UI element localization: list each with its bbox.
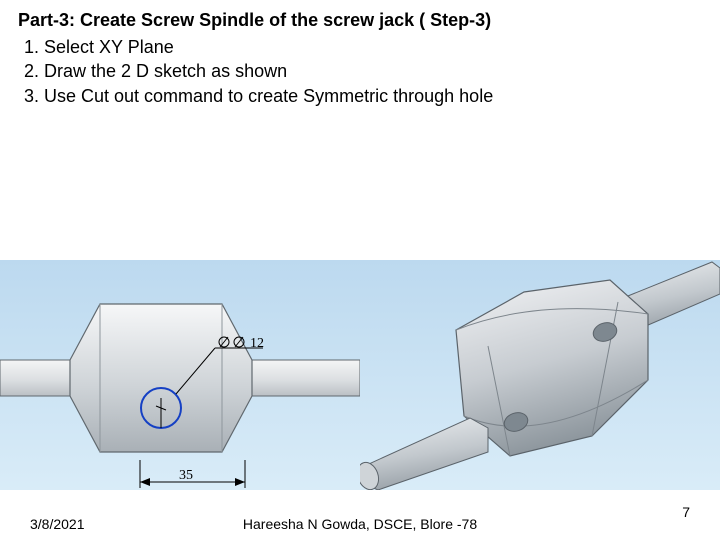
shaft-right bbox=[252, 360, 360, 396]
header-block: Part-3: Create Screw Spindle of the scre… bbox=[18, 10, 702, 108]
slide-title: Part-3: Create Screw Spindle of the scre… bbox=[18, 10, 702, 31]
right-panel bbox=[360, 260, 720, 490]
iso-shaft-front bbox=[360, 418, 488, 490]
slide: Part-3: Create Screw Spindle of the scre… bbox=[0, 0, 720, 540]
step-list: Select XY Plane Draw the 2 D sketch as s… bbox=[24, 35, 702, 108]
step-item: Use Cut out command to create Symmetric … bbox=[44, 84, 702, 108]
shaft-left bbox=[0, 360, 70, 396]
step-item: Draw the 2 D sketch as shown bbox=[44, 59, 702, 83]
footer-page: 7 bbox=[682, 504, 690, 520]
dim-hole-dia: 12 bbox=[250, 336, 264, 351]
dim-width: 35 bbox=[179, 468, 193, 483]
step-item: Select XY Plane bbox=[44, 35, 702, 59]
figure-area: 12 35 bbox=[0, 260, 720, 490]
left-2d-view: 12 35 bbox=[0, 260, 360, 490]
right-iso-view bbox=[360, 260, 720, 490]
footer-author: Hareesha N Gowda, DSCE, Blore -78 bbox=[0, 516, 720, 532]
hub-body bbox=[70, 304, 252, 452]
dim-arrow-icon bbox=[235, 478, 245, 486]
dim-arrow-icon bbox=[140, 478, 150, 486]
left-panel: 12 35 bbox=[0, 260, 360, 490]
